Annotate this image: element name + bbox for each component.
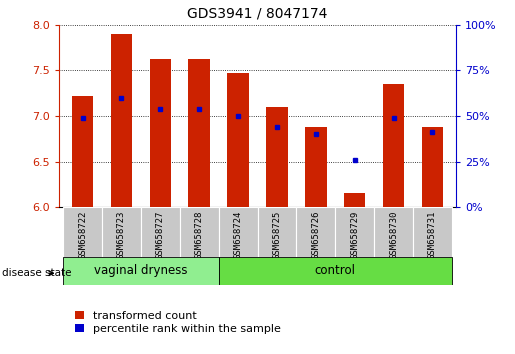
Bar [188, 59, 210, 207]
Text: GSM658724: GSM658724 [234, 211, 243, 259]
Bar [219, 207, 258, 257]
Bar [374, 207, 413, 257]
Bar [383, 84, 404, 207]
Bar [422, 127, 443, 207]
Text: GSM658723: GSM658723 [117, 211, 126, 259]
Bar [111, 34, 132, 207]
Bar [227, 73, 249, 207]
Bar [180, 207, 219, 257]
Bar [72, 96, 93, 207]
Bar [150, 59, 171, 207]
Bar [413, 207, 452, 257]
Text: GSM658726: GSM658726 [311, 211, 320, 259]
Text: GSM658731: GSM658731 [428, 211, 437, 259]
Text: GSM658722: GSM658722 [78, 211, 87, 259]
Bar [219, 257, 452, 285]
Bar [63, 257, 219, 285]
Bar [335, 207, 374, 257]
Bar [296, 207, 335, 257]
Text: control: control [315, 264, 356, 277]
Legend: transformed count, percentile rank within the sample: transformed count, percentile rank withi… [71, 307, 285, 338]
Bar [266, 107, 288, 207]
Bar [305, 127, 327, 207]
Text: GSM658729: GSM658729 [350, 211, 359, 259]
Text: GSM658725: GSM658725 [272, 211, 281, 259]
Text: GSM658728: GSM658728 [195, 211, 204, 259]
Text: GSM658730: GSM658730 [389, 211, 398, 259]
Bar [141, 207, 180, 257]
Title: GDS3941 / 8047174: GDS3941 / 8047174 [187, 7, 328, 21]
Text: disease state: disease state [2, 268, 71, 278]
Bar [63, 207, 102, 257]
Bar [102, 207, 141, 257]
Text: vaginal dryness: vaginal dryness [94, 264, 187, 277]
Text: GSM658727: GSM658727 [156, 211, 165, 259]
Bar [258, 207, 296, 257]
Bar [344, 193, 365, 207]
